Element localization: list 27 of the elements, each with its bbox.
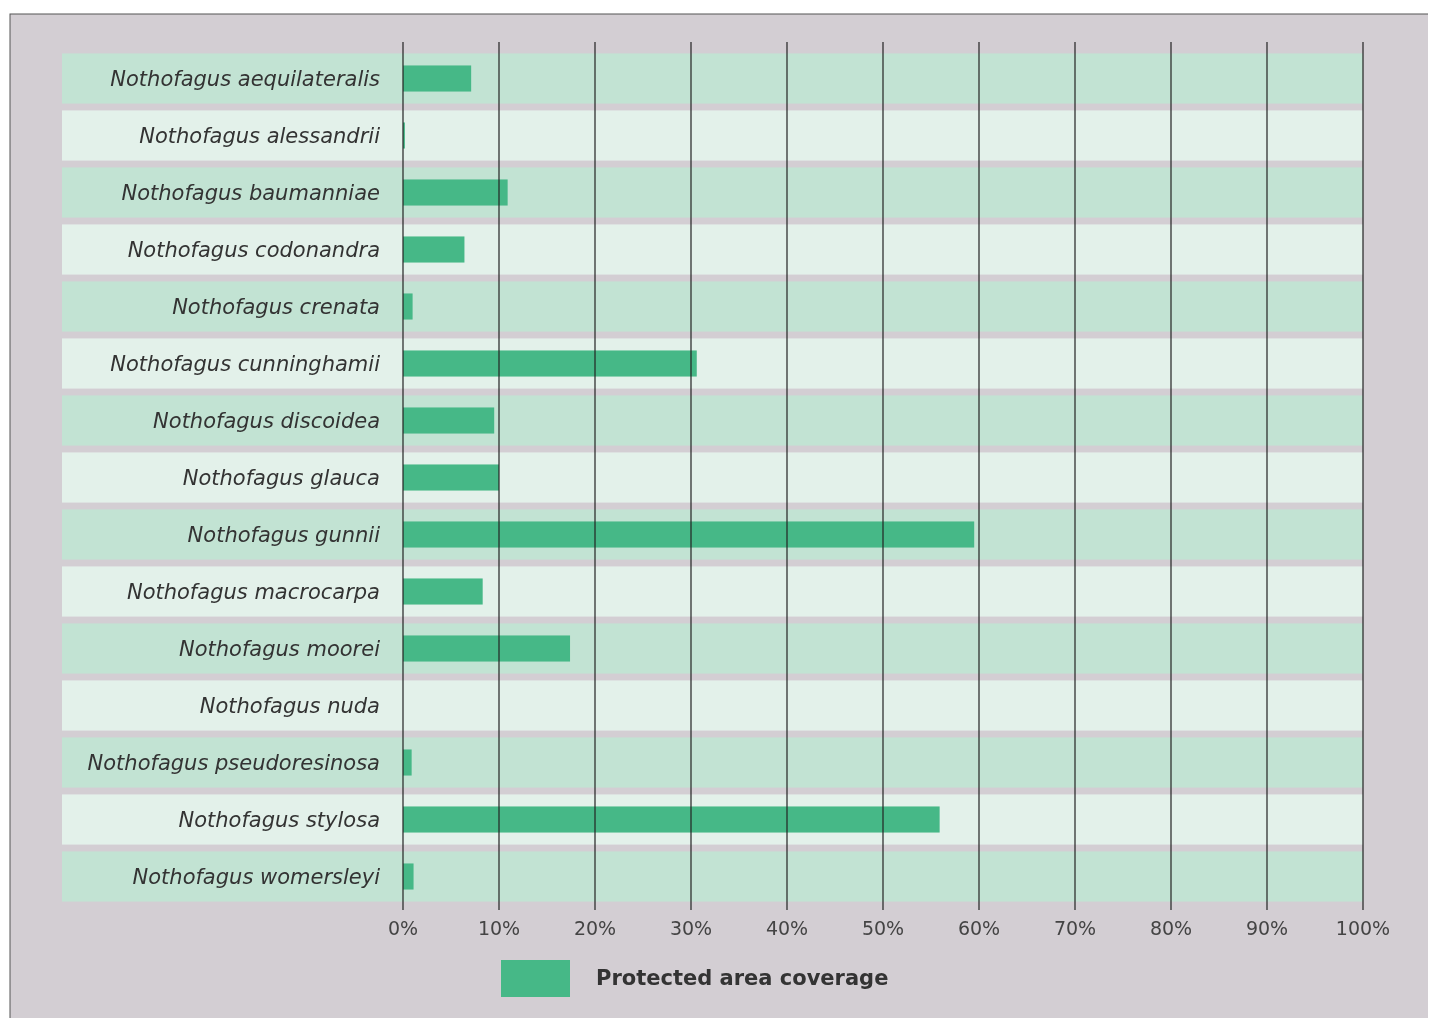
y-tick-label: Nothofagus moorei xyxy=(178,636,381,661)
x-tick-label: 30% xyxy=(669,917,713,939)
legend-label: Protected area coverage xyxy=(596,966,889,991)
x-tick-label: 50% xyxy=(861,917,905,939)
y-tick-label: Nothofagus crenata xyxy=(172,294,380,319)
y-tick-label: Nothofagus codonandra xyxy=(127,237,380,262)
x-tick-label: 60% xyxy=(957,917,1001,939)
x-tick-label: 90% xyxy=(1245,917,1289,939)
y-tick-label: Nothofagus womersleyi xyxy=(132,864,381,889)
y-tick-label: Nothofagus cunninghamii xyxy=(110,351,381,376)
x-tick-label: 40% xyxy=(765,917,809,939)
x-tick-label: 80% xyxy=(1149,917,1193,939)
y-tick-label: Nothofagus macrocarpa xyxy=(126,579,380,604)
x-tick-label: 70% xyxy=(1053,917,1097,939)
y-tick-label: Nothofagus alessandrii xyxy=(139,123,381,148)
y-tick-label: Nothofagus glauca xyxy=(182,465,380,490)
y-tick-label: Nothofagus discoidea xyxy=(153,408,380,433)
x-tick-label: 0% xyxy=(387,917,419,939)
x-tick-label: 10% xyxy=(477,917,521,939)
x-tick-label: 100% xyxy=(1335,917,1391,939)
y-tick-label: Nothofagus baumanniae xyxy=(121,180,380,205)
y-tick-label: Nothofagus gunnii xyxy=(187,522,381,547)
y-tick-label: Nothofagus pseudoresinosa xyxy=(87,750,380,775)
x-tick-label: 20% xyxy=(573,917,617,939)
y-tick-label: Nothofagus aequilateralis xyxy=(110,66,381,91)
y-tick-label: Nothofagus nuda xyxy=(199,693,380,718)
y-tick-label: Nothofagus stylosa xyxy=(178,807,380,832)
